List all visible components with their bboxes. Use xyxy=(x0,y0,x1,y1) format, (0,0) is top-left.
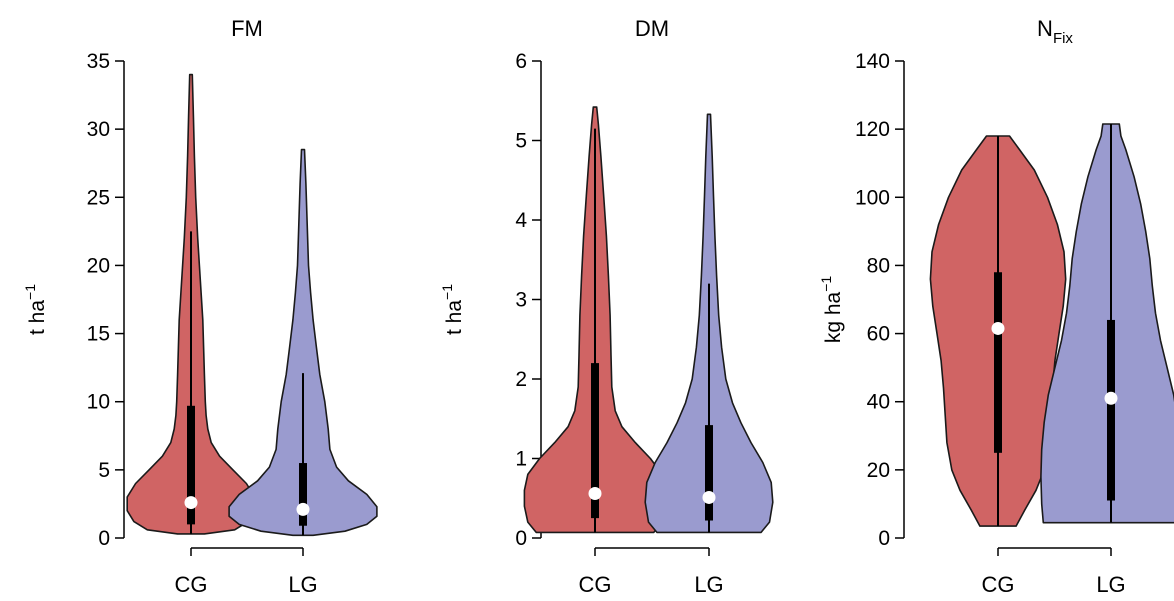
y-tick-label: 5 xyxy=(515,130,527,153)
x-category-label: CG xyxy=(982,572,1015,597)
iqr-box xyxy=(994,272,1002,453)
y-tick-label: 6 xyxy=(515,50,527,73)
median-point xyxy=(1104,391,1118,405)
y-axis-label-superscript: −1 xyxy=(818,276,834,292)
y-tick-label: 20 xyxy=(87,254,110,277)
y-tick-label: 1 xyxy=(515,448,527,471)
x-category-label: CG xyxy=(579,572,612,597)
panel-title: DM xyxy=(635,16,669,41)
y-axis-label-base: kg ha xyxy=(822,291,845,343)
violin-LG xyxy=(228,148,378,537)
iqr-box xyxy=(591,363,599,519)
y-tick-label: 0 xyxy=(878,527,890,550)
y-tick-label: 30 xyxy=(87,118,110,141)
x-category-label: LG xyxy=(288,572,317,597)
chart-panel-1: 0 1 2 3 4 5 6 t ha−1 DM CG LG xyxy=(439,16,774,597)
y-tick-label: 0 xyxy=(515,527,527,550)
y-tick-label: 2 xyxy=(515,368,527,391)
violin-LG xyxy=(644,113,774,534)
y-tick-label: 15 xyxy=(87,323,110,346)
violin-body xyxy=(228,148,378,537)
y-tick-label: 140 xyxy=(855,50,890,73)
iqr-box xyxy=(299,463,307,526)
violin-CG xyxy=(929,135,1067,527)
median-point xyxy=(296,502,310,516)
y-axis-label: t ha−1 xyxy=(439,284,466,335)
y-axis-label-base: t ha xyxy=(26,300,49,335)
y-tick-label: 0 xyxy=(98,527,110,550)
y-tick-label: 60 xyxy=(867,323,890,346)
panel-title: NFix xyxy=(1037,16,1073,47)
median-point xyxy=(991,321,1005,335)
y-tick-label: 5 xyxy=(98,459,110,482)
median-point xyxy=(184,496,198,510)
y-tick-label: 4 xyxy=(515,209,527,232)
y-tick-label: 3 xyxy=(515,289,527,312)
iqr-box xyxy=(187,405,195,525)
y-tick-label: 10 xyxy=(87,391,110,414)
y-tick-label: 120 xyxy=(855,118,890,141)
x-category-label: LG xyxy=(694,572,723,597)
panel-title-subscript: Fix xyxy=(1053,30,1073,47)
y-tick-label: 100 xyxy=(855,186,890,209)
y-axis-label-superscript: −1 xyxy=(22,284,38,300)
y-tick-label: 35 xyxy=(87,50,110,73)
y-tick-label: 80 xyxy=(867,254,890,277)
violin-CG xyxy=(523,106,667,534)
violin-CG xyxy=(126,73,256,535)
y-axis-label-base: t ha xyxy=(443,300,466,335)
panel-title-base: N xyxy=(1037,16,1053,41)
y-tick-label: 25 xyxy=(87,186,110,209)
y-tick-label: 40 xyxy=(867,391,890,414)
y-tick-label: 20 xyxy=(867,459,890,482)
median-point xyxy=(588,486,602,500)
iqr-box xyxy=(705,425,713,521)
chart-panel-0: 0 5 10 15 20 25 30 35 t ha−1 FM CG LG xyxy=(22,16,378,597)
violin-LG xyxy=(1040,123,1174,524)
x-category-label: LG xyxy=(1096,572,1125,597)
y-axis-label-superscript: −1 xyxy=(439,284,455,300)
median-point xyxy=(702,490,716,504)
y-axis-label: t ha−1 xyxy=(22,284,49,335)
x-category-label: CG xyxy=(175,572,208,597)
chart-panel-2: 0 20 40 60 80 100 120 140 kg ha−1 NFix CG LG xyxy=(818,16,1174,597)
iqr-box xyxy=(1107,319,1115,501)
panel-title: FM xyxy=(231,16,263,41)
y-axis-label: kg ha−1 xyxy=(818,276,845,344)
